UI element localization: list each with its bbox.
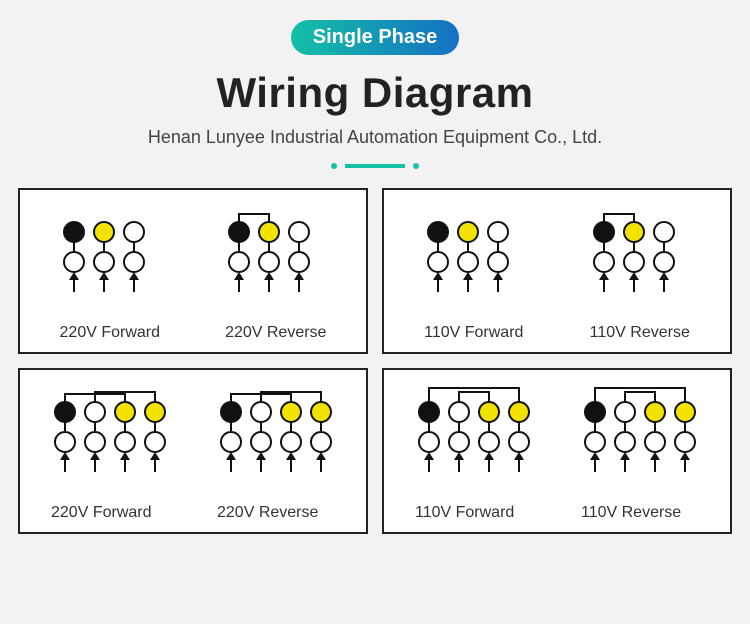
block-label: 110V Reverse [590, 324, 690, 342]
block-label: 220V Reverse [217, 504, 335, 522]
diagram-grid: 220V Forward220V Reverse110V Forward110V… [18, 188, 732, 534]
block-label: 220V Reverse [225, 324, 326, 342]
wiring-panel: 220V Forward 220V Reverse [18, 188, 368, 354]
wiring-block: 220V Reverse [217, 382, 335, 522]
wiring-panel: 110V Forward 110V Reverse [382, 368, 732, 534]
block-label: 220V Forward [51, 504, 169, 522]
wiring-block: 110V Reverse [581, 382, 699, 522]
wiring-block: 110V Forward [424, 202, 523, 342]
wiring-block: 220V Forward [51, 382, 169, 522]
block-label: 220V Forward [60, 324, 161, 342]
wiring-block: 110V Reverse [590, 202, 690, 342]
wiring-panel: 110V Forward 110V Reverse [382, 188, 732, 354]
wiring-block: 220V Reverse [225, 202, 326, 342]
block-label: 110V Forward [415, 504, 533, 522]
wiring-block: 110V Forward [415, 382, 533, 522]
wiring-panel: 220V Forward 220V Reverse [18, 368, 368, 534]
phase-badge: Single Phase [291, 20, 460, 55]
separator-icon [345, 164, 405, 168]
page-title: Wiring Diagram [18, 69, 732, 117]
block-label: 110V Forward [424, 324, 523, 342]
wiring-block: 220V Forward [60, 202, 161, 342]
block-label: 110V Reverse [581, 504, 699, 522]
page-subtitle: Henan Lunyee Industrial Automation Equip… [18, 127, 732, 148]
